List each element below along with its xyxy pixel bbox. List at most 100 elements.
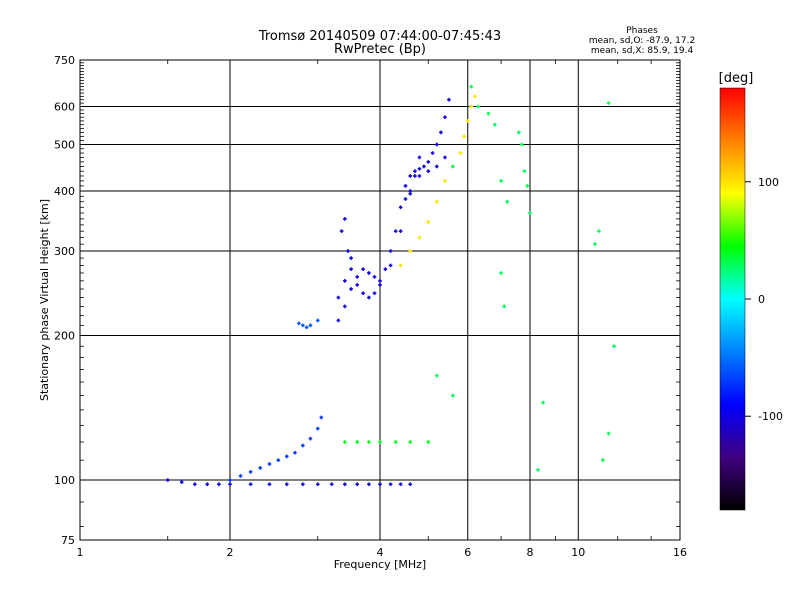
x-axis-title: Frequency [MHz] — [334, 558, 426, 571]
data-point — [228, 482, 232, 487]
data-point — [443, 155, 447, 160]
data-point — [349, 267, 353, 271]
y-tick-label: 750 — [54, 54, 75, 67]
data-point — [248, 470, 253, 474]
data-point — [319, 415, 324, 420]
data-point — [267, 482, 272, 487]
data-point — [426, 160, 431, 164]
y-tick-label: 400 — [54, 185, 75, 198]
data-point — [536, 468, 540, 472]
data-point — [361, 267, 365, 271]
data-point — [179, 480, 184, 484]
data-point — [439, 130, 443, 135]
x-tick-label: 16 — [673, 546, 687, 559]
data-point — [346, 249, 350, 253]
data-point — [315, 482, 320, 487]
x-tick-label: 8 — [527, 546, 534, 559]
data-point — [413, 169, 417, 173]
data-point — [378, 283, 382, 287]
data-point — [297, 321, 301, 326]
data-point — [343, 279, 347, 283]
data-point — [499, 271, 503, 275]
data-point — [367, 271, 371, 275]
data-point — [476, 104, 481, 109]
data-point — [517, 130, 521, 135]
data-point — [417, 155, 422, 160]
data-point — [408, 482, 413, 487]
chart-subtitle: RwPretec (Bp) — [334, 42, 426, 57]
data-point — [165, 478, 170, 482]
y-tick-label: 300 — [54, 245, 75, 258]
data-point — [361, 291, 365, 296]
x-tick-label: 1 — [77, 546, 84, 559]
colorbar-label: [deg] — [719, 71, 754, 86]
data-point — [528, 211, 532, 215]
data-point — [388, 249, 393, 253]
data-point — [417, 235, 422, 240]
y-tick-label: 500 — [54, 139, 75, 152]
x-tick-label: 6 — [464, 546, 471, 559]
data-point — [398, 205, 403, 210]
data-point — [612, 344, 616, 349]
data-point — [430, 151, 435, 155]
data-point — [336, 295, 341, 300]
x-tick-label: 2 — [227, 546, 234, 559]
grid-lines — [80, 60, 680, 540]
data-point — [458, 151, 463, 155]
data-point — [301, 482, 305, 487]
data-point — [417, 174, 422, 178]
data-point — [593, 242, 597, 246]
data-point — [336, 318, 341, 323]
data-point — [451, 164, 455, 169]
data-point — [378, 279, 382, 283]
data-point — [408, 440, 413, 444]
data-point — [403, 184, 408, 188]
data-point — [398, 482, 403, 487]
y-tick-label: 200 — [54, 330, 75, 343]
phases-line-o: mean, sd,O: -87.9, 17.2 — [589, 36, 695, 46]
data-point — [473, 94, 477, 99]
data-point — [426, 220, 431, 224]
y-tick-label: 75 — [61, 534, 75, 547]
data-point — [329, 482, 334, 487]
data-point — [301, 443, 305, 448]
data-point — [304, 325, 309, 330]
data-point — [315, 318, 320, 323]
data-point — [541, 400, 545, 405]
data-point — [367, 440, 371, 444]
data-point — [499, 179, 503, 183]
data-point — [606, 431, 611, 436]
data-point — [258, 466, 263, 470]
data-point — [434, 142, 439, 147]
data-point — [367, 295, 371, 300]
data-point — [267, 462, 272, 466]
data-point — [355, 283, 359, 287]
data-point — [601, 458, 605, 462]
data-point — [486, 111, 491, 116]
data-point — [443, 115, 447, 120]
data-point — [422, 164, 426, 169]
data-point — [519, 142, 524, 147]
data-point — [426, 440, 431, 444]
data-point — [505, 199, 509, 204]
colorbar-tick-label: 100 — [758, 176, 779, 189]
data-point — [465, 119, 470, 123]
data-point — [378, 440, 382, 444]
data-point — [276, 458, 281, 462]
data-point — [393, 229, 398, 233]
data-point — [388, 482, 393, 487]
data-points — [165, 84, 616, 487]
data-point — [426, 169, 431, 173]
y-tick-label: 100 — [54, 474, 75, 487]
data-point — [308, 323, 313, 328]
data-point — [434, 164, 439, 169]
data-point — [343, 482, 347, 487]
data-point — [462, 134, 466, 139]
data-point — [293, 450, 297, 455]
data-point — [597, 229, 601, 233]
data-point — [502, 304, 506, 309]
data-point — [205, 482, 209, 487]
data-point — [193, 482, 197, 487]
data-point — [408, 174, 413, 178]
